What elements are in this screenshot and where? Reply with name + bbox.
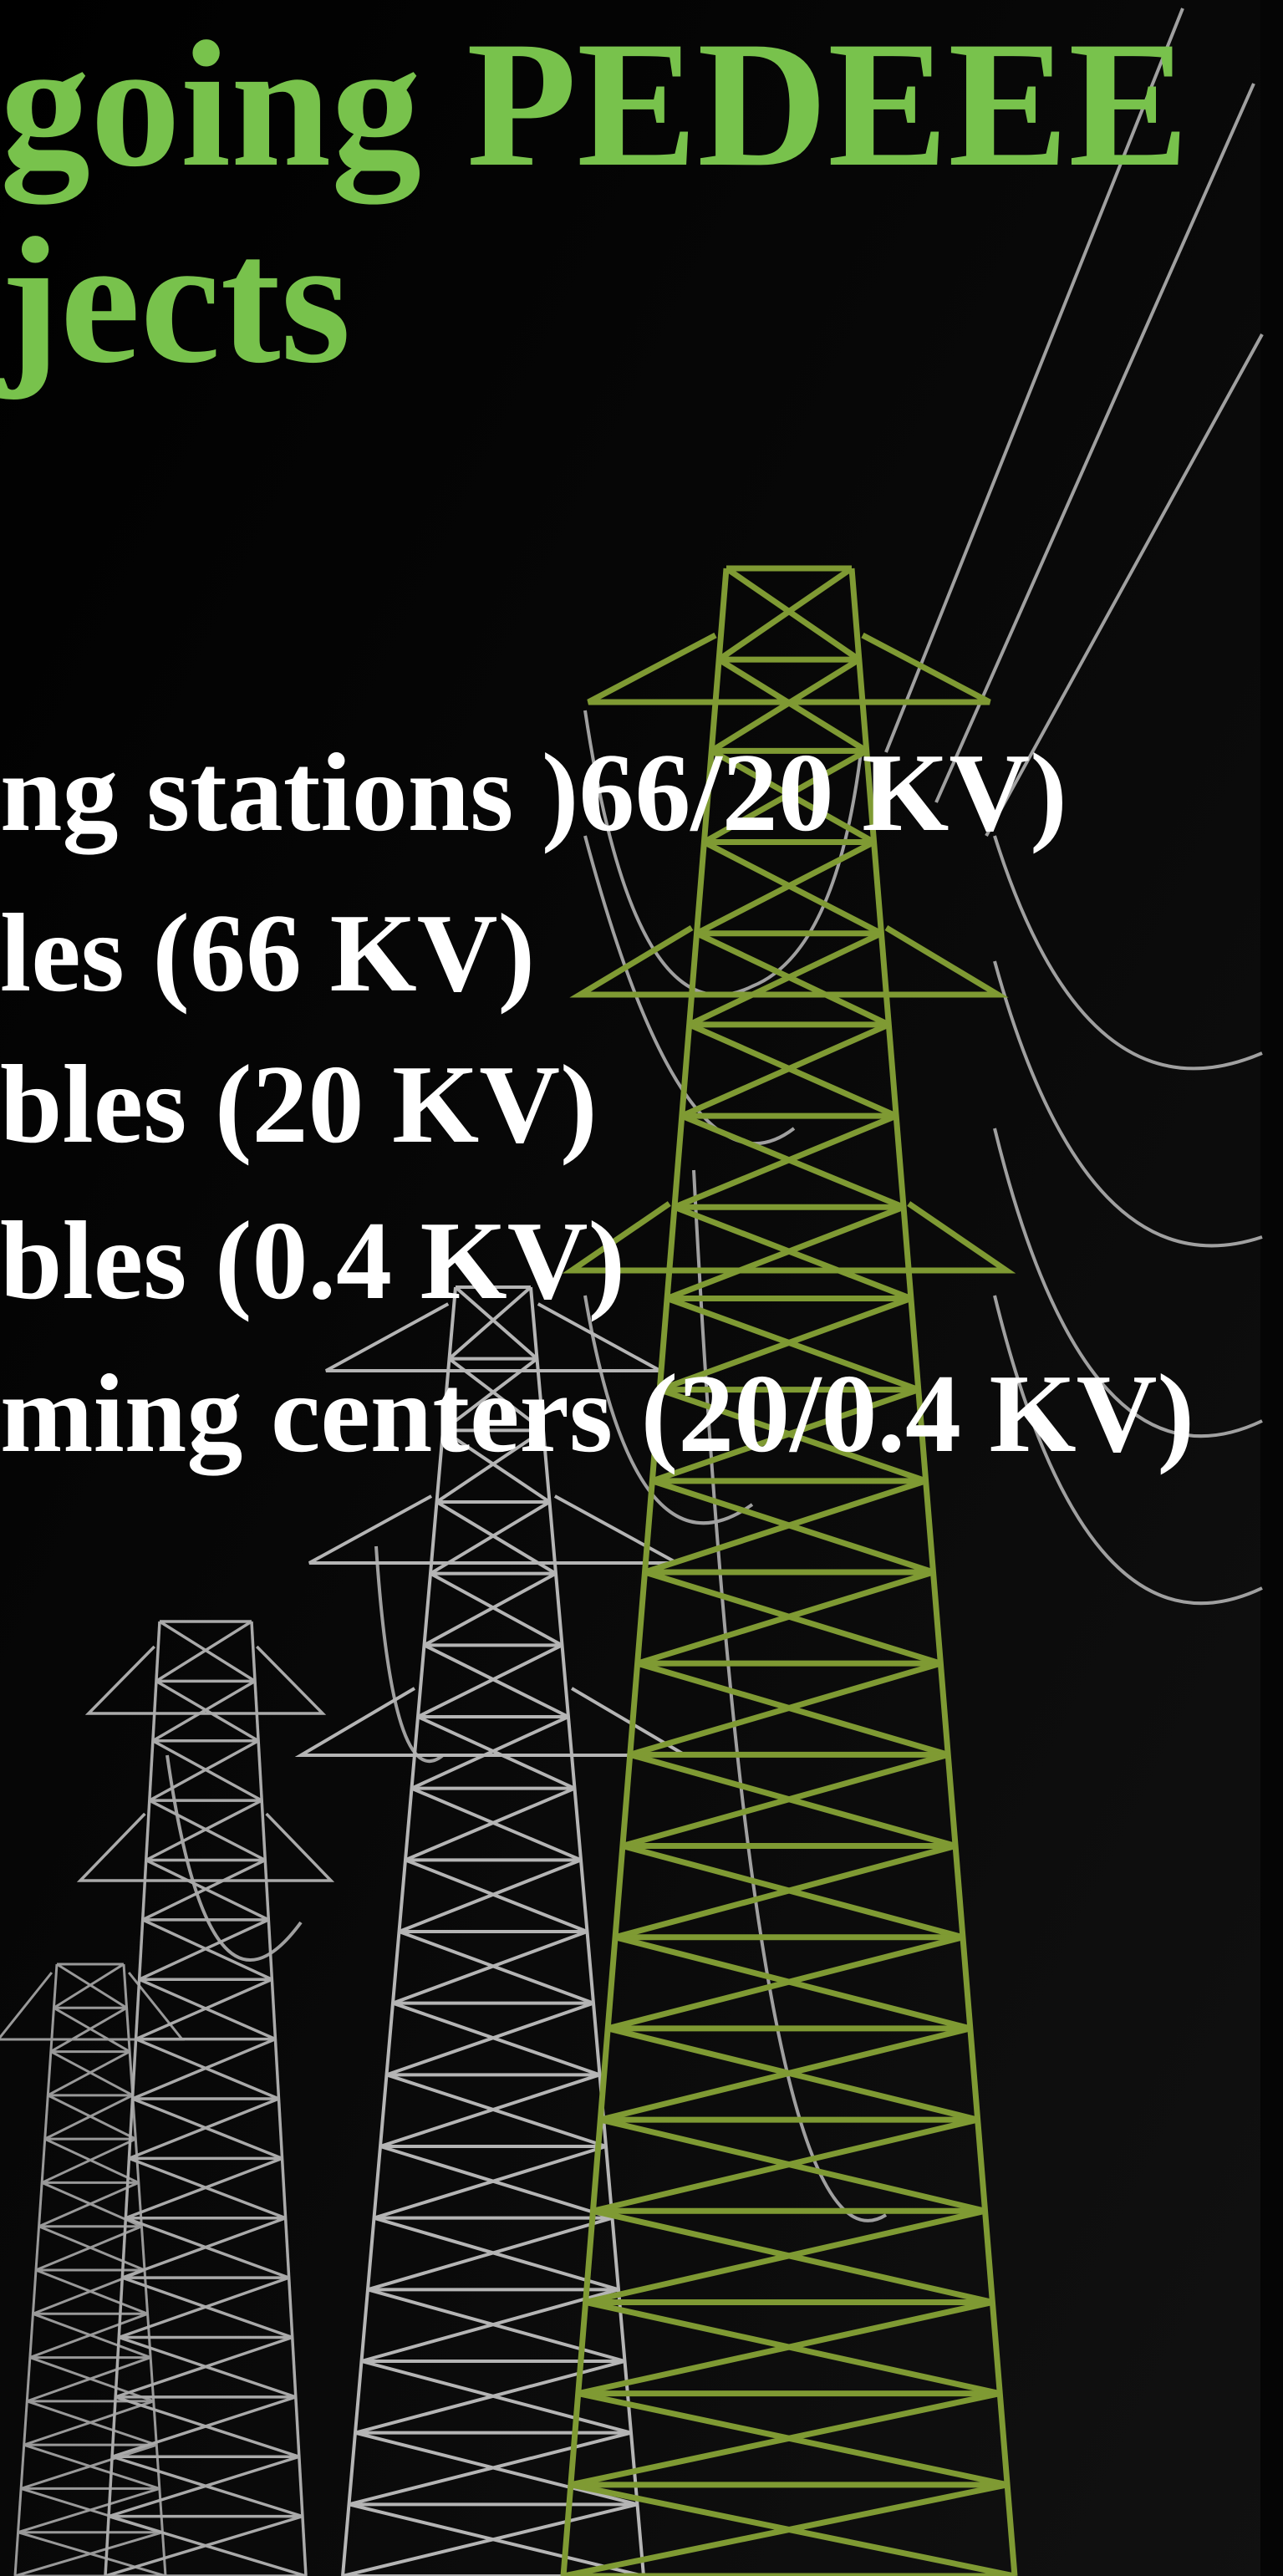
list-item: bles (20 KV)	[0, 1042, 598, 1166]
slide: going PEDEEE jects ng stations )66/20 KV…	[0, 0, 1283, 2576]
title-line: going PEDEEE	[0, 4, 1189, 205]
title-line: jects	[0, 201, 351, 400]
list-item: ng stations )66/20 KV)	[0, 731, 1067, 855]
list-item: ming centers (20/0.4 KV)	[0, 1352, 1194, 1476]
right-edge	[1260, 0, 1283, 2576]
page: going PEDEEE jects ng stations )66/20 KV…	[0, 0, 1283, 2576]
list-item: les (66 KV)	[0, 891, 535, 1015]
list-item: bles (0.4 KV)	[0, 1199, 625, 1322]
